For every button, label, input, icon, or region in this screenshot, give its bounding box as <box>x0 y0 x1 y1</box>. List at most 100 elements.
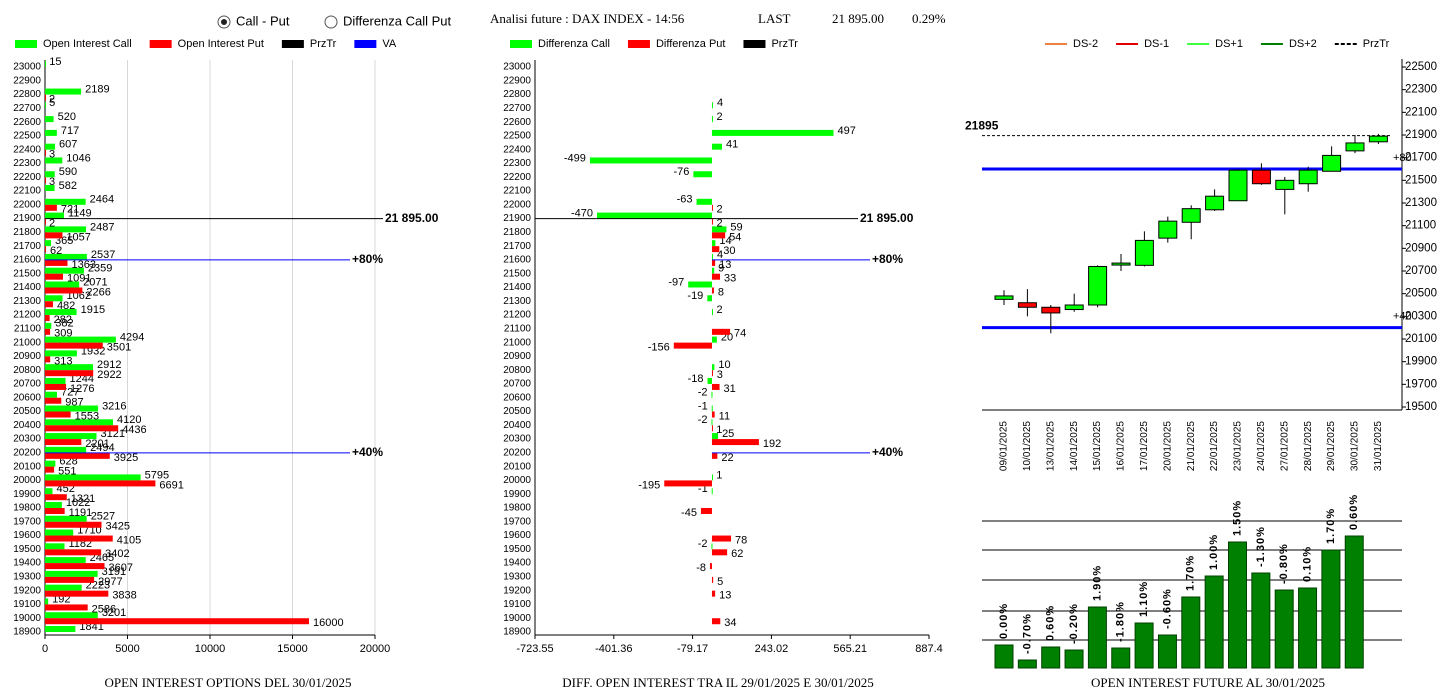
legend-swatch <box>743 40 766 48</box>
bar <box>1251 572 1271 669</box>
bar <box>711 287 714 294</box>
bar-label: 3838 <box>112 590 136 602</box>
bar <box>711 549 728 556</box>
radio-label[interactable]: Call - Put <box>236 13 290 28</box>
y-tick-label: 22200 <box>503 172 531 183</box>
bar-label: 313 <box>54 355 72 367</box>
bar <box>45 287 83 294</box>
bar <box>711 576 714 583</box>
y-tick-label: 20200 <box>13 447 41 458</box>
bar <box>45 488 53 495</box>
y-tick-label: 19300 <box>503 572 531 583</box>
candle-body <box>1041 306 1061 314</box>
bar <box>45 328 51 335</box>
bar <box>1321 549 1341 669</box>
bar <box>45 301 53 308</box>
bar <box>45 549 102 556</box>
legend-label: PrzTr <box>310 38 337 50</box>
bar-label: 3201 <box>102 607 126 619</box>
legend-label: Open Interest Put <box>178 38 264 50</box>
bar <box>45 405 99 412</box>
candle-body <box>1111 262 1131 266</box>
bar-label: 59 <box>730 221 742 233</box>
legend-label: PrzTr <box>771 38 798 50</box>
y-tick-label: 21500 <box>1405 174 1437 186</box>
bar <box>707 377 712 384</box>
header-title: Analisi future : DAX INDEX - 14:56 <box>490 11 685 26</box>
y-tick-label: 21300 <box>13 296 41 307</box>
bar <box>45 535 113 542</box>
bar-label: 590 <box>59 166 77 178</box>
bar-label: 2 <box>49 93 55 105</box>
x-tick-label: -401.36 <box>595 643 632 655</box>
bar <box>711 240 716 247</box>
bar <box>45 315 50 322</box>
candle-body <box>1345 142 1365 152</box>
bar <box>1134 622 1154 669</box>
bar-label: 15 <box>49 56 61 68</box>
bar-label: 2201 <box>85 438 109 450</box>
y-tick-label: 19900 <box>13 489 41 500</box>
bar-label: -499 <box>564 152 586 164</box>
bar <box>45 356 51 363</box>
y-tick-label: 20200 <box>503 447 531 458</box>
y-tick-label: 23000 <box>13 62 41 73</box>
bar <box>45 612 98 619</box>
bar <box>1204 575 1224 669</box>
bar <box>707 295 712 302</box>
bar <box>711 309 713 316</box>
bar <box>597 212 712 219</box>
bar <box>711 425 713 432</box>
bar-label: -19 <box>687 290 703 302</box>
y-tick-label: 21700 <box>1405 152 1437 164</box>
bar <box>711 405 713 412</box>
y-tick-label: 19800 <box>13 503 41 514</box>
bar <box>711 391 713 398</box>
y-tick-label: 22100 <box>503 186 531 197</box>
bar <box>45 604 88 611</box>
y-tick-label: 20100 <box>1405 333 1437 345</box>
bar-label: 22 <box>721 452 733 464</box>
y-tick-label: 20800 <box>13 365 41 376</box>
bar-label: 8 <box>718 286 724 298</box>
bar <box>1344 535 1364 669</box>
y-tick-label: 22100 <box>13 186 41 197</box>
bar <box>711 143 722 150</box>
bar-label: -97 <box>668 276 684 288</box>
y-tick-label: 20800 <box>503 365 531 376</box>
bar-label: 2266 <box>86 286 110 298</box>
legend-label: VA <box>382 38 397 50</box>
y-tick-label: 20700 <box>13 379 41 390</box>
bar-label: 2537 <box>91 249 115 261</box>
bar <box>45 171 55 178</box>
bar <box>45 370 94 377</box>
bar-label: 1046 <box>66 152 90 164</box>
change-label: -0.80% <box>1278 543 1290 584</box>
bar-label: 192 <box>763 438 781 450</box>
bar-label: 6691 <box>159 479 183 491</box>
bar-label: 33 <box>724 273 736 285</box>
radio-button[interactable] <box>324 15 338 29</box>
bar-label: 520 <box>58 111 76 123</box>
bar <box>1274 589 1294 669</box>
radio-label[interactable]: Differenza Call Put <box>343 13 452 28</box>
bar <box>711 543 713 550</box>
radio-dot <box>221 19 227 25</box>
bar-label: 4120 <box>117 414 141 426</box>
bar-label: 1276 <box>70 383 94 395</box>
bar <box>45 507 65 514</box>
bar <box>711 102 713 109</box>
bar <box>45 521 102 528</box>
y-tick-label: 19800 <box>503 503 531 514</box>
bar <box>696 198 712 205</box>
bar <box>45 273 64 280</box>
y-tick-label: 21600 <box>13 255 41 266</box>
candle-body <box>1251 169 1271 185</box>
bar-label: -156 <box>648 342 670 354</box>
x-tick-label: 887.4 <box>915 643 943 655</box>
legend-label: DS-2 <box>1073 38 1098 50</box>
bar-label: 2 <box>716 304 722 316</box>
legend-label: DS+1 <box>1215 38 1243 50</box>
bar-label: 2527 <box>91 511 115 523</box>
